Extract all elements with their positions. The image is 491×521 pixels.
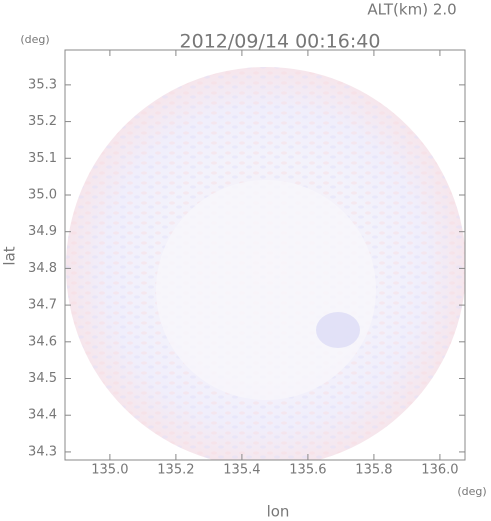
x-tick-label: 135.2 [157,463,194,478]
y-tick-label: 34.7 [28,298,57,313]
y-tick-label: 34.6 [28,334,57,349]
x-tick-label: 136.0 [421,463,458,478]
x-axis-label: lon [267,503,290,521]
y-axis-label: lat [1,246,19,265]
y-tick-label: 35.0 [28,187,57,202]
x-tick-label: 135.4 [223,463,260,478]
y-tick-label: 34.3 [28,444,57,459]
y-tick-label: 35.3 [28,77,57,92]
y-tick-label: 34.5 [28,371,57,386]
radar-field [66,67,465,460]
y-tick-label: 34.9 [28,224,57,239]
x-tick-label: 135.6 [289,463,326,478]
x-tick-label: 135.0 [91,463,128,478]
y-tick-label: 34.8 [28,261,57,276]
altitude-label: ALT(km) 2.0 [367,1,456,19]
x-unit: (deg) [457,485,486,498]
x-tick-label: 135.8 [355,463,392,478]
plot-frame [64,49,466,461]
y-tick-label: 35.2 [28,114,57,129]
y-unit: (deg) [20,33,49,46]
y-tick-label: 34.4 [28,408,57,423]
y-tick-label: 35.1 [28,151,57,166]
chart-title: 2012/09/14 00:16:40 [180,31,381,53]
